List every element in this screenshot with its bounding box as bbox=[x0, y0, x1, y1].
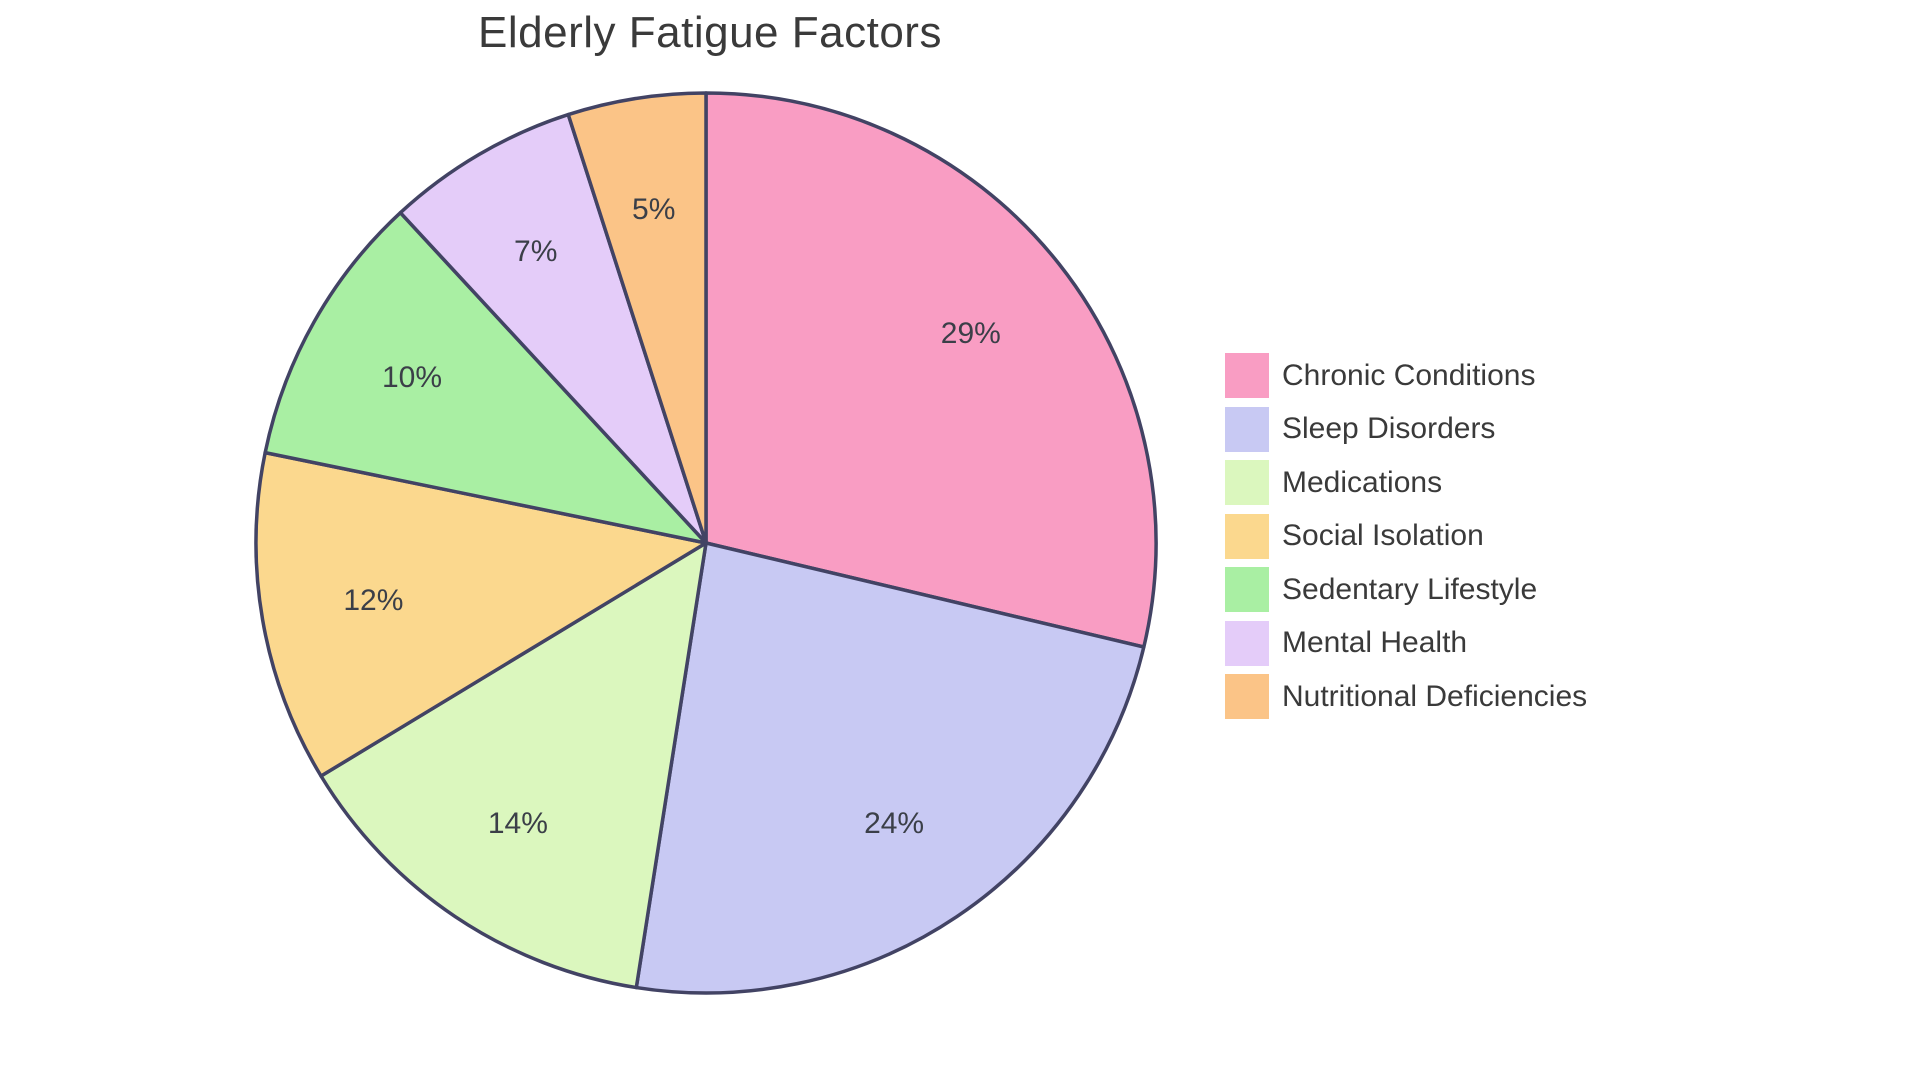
pie-percent-label-social-isolation: 12% bbox=[343, 584, 403, 617]
legend-item-social-isolation: Social Isolation bbox=[1225, 513, 1587, 559]
legend-label: Nutritional Deficiencies bbox=[1282, 679, 1588, 713]
pie-percent-label-chronic-conditions: 29% bbox=[941, 317, 1001, 350]
pie-slice-social-isolation bbox=[254, 450, 708, 778]
pie-percent-label-sleep-disorders: 24% bbox=[864, 807, 924, 840]
legend-item-nutritional-deficiencies: Nutritional Deficiencies bbox=[1225, 674, 1587, 719]
pie-slice-medications bbox=[319, 541, 708, 990]
pie-percent-label-mental-health: 7% bbox=[514, 235, 557, 268]
legend-swatch-nutritional-deficiencies bbox=[1225, 674, 1269, 719]
legend-item-sleep-disorders: Sleep Disorders bbox=[1225, 406, 1587, 452]
pie-slice-mental-health bbox=[398, 112, 708, 545]
legend-label: Sleep Disorders bbox=[1282, 412, 1496, 445]
pie-percent-label-nutritional-deficiencies: 5% bbox=[632, 193, 675, 226]
pie-slice-nutritional-deficiencies bbox=[566, 91, 708, 545]
pie-slice-chronic-conditions bbox=[704, 91, 1158, 649]
legend-item-chronic-conditions: Chronic Conditions bbox=[1225, 353, 1587, 398]
pie-percent-label-medications: 14% bbox=[488, 807, 548, 840]
chart-title: Elderly Fatigue Factors bbox=[478, 8, 942, 57]
legend-swatch-sleep-disorders bbox=[1225, 406, 1269, 452]
legend-label: Sedentary Lifestyle bbox=[1282, 572, 1538, 606]
legend-item-sedentary-lifestyle: Sedentary Lifestyle bbox=[1225, 567, 1587, 612]
legend-swatch-sedentary-lifestyle bbox=[1225, 567, 1269, 612]
legend-label: Chronic Conditions bbox=[1282, 358, 1536, 392]
pie-percent-label-sedentary-lifestyle: 10% bbox=[382, 361, 442, 394]
legend-label: Mental Health bbox=[1282, 626, 1468, 659]
legend-label: Medications bbox=[1282, 465, 1443, 499]
legend-swatch-social-isolation bbox=[1225, 513, 1269, 559]
pie-slice-sedentary-lifestyle bbox=[263, 210, 708, 545]
pie-slice-sleep-disorders bbox=[634, 541, 1146, 995]
legend-item-medications: Medications bbox=[1225, 460, 1587, 505]
legend-swatch-chronic-conditions bbox=[1225, 353, 1269, 398]
legend-item-mental-health: Mental Health bbox=[1225, 620, 1587, 666]
legend-label: Social Isolation bbox=[1282, 519, 1484, 552]
legend-swatch-mental-health bbox=[1225, 620, 1269, 666]
legend-swatch-medications bbox=[1225, 460, 1269, 505]
legend: Chronic Conditions Sleep Disorders Medicat… bbox=[1225, 353, 1587, 719]
